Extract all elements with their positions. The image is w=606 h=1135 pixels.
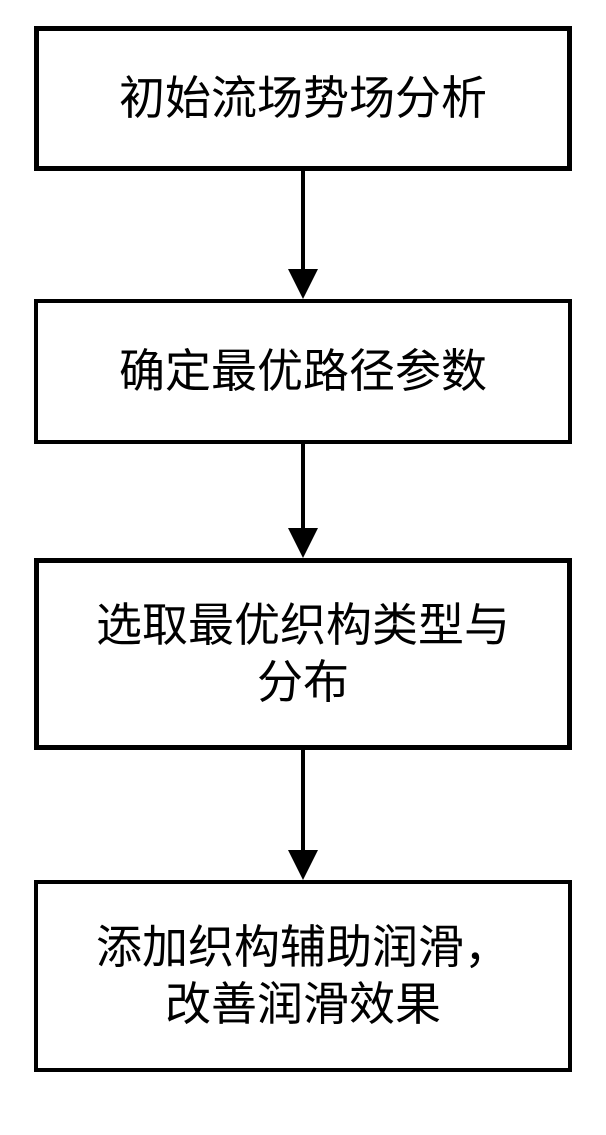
flow-node-label: 选取最优织构类型与 分布 [96, 597, 510, 712]
flow-arrow-head [288, 528, 318, 558]
flow-node-1: 初始流场势场分析 [34, 26, 572, 171]
flow-arrow-head [288, 269, 318, 299]
flow-arrow-line [301, 171, 305, 269]
flowchart-canvas: 初始流场势场分析确定最优路径参数选取最优织构类型与 分布添加织构辅助润滑， 改善… [0, 0, 606, 1135]
flow-arrow-line [301, 750, 305, 850]
flow-node-3: 选取最优织构类型与 分布 [34, 558, 572, 750]
flow-node-2: 确定最优路径参数 [34, 299, 572, 444]
flow-arrow-head [288, 850, 318, 880]
flow-node-label: 初始流场势场分析 [119, 70, 487, 128]
flow-node-label: 确定最优路径参数 [119, 343, 487, 401]
flow-node-label: 添加织构辅助润滑， 改善润滑效果 [96, 919, 510, 1034]
flow-node-4: 添加织构辅助润滑， 改善润滑效果 [34, 880, 572, 1072]
flow-arrow-line [301, 444, 305, 528]
